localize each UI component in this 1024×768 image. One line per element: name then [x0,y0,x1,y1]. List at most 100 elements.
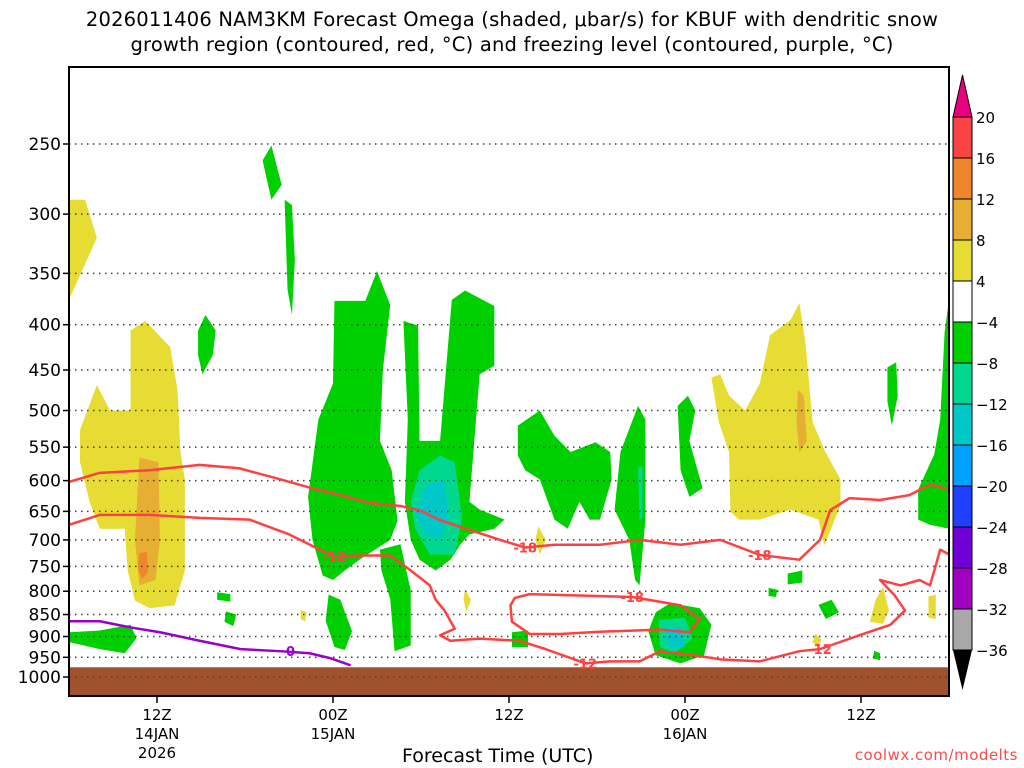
colorbar-label: −4 [976,314,998,332]
y-tick-label: 400 [29,316,61,336]
colorbar-label: −12 [976,396,1008,414]
colorbar-label: −20 [976,478,1008,496]
y-tick-label: 250 [29,135,61,155]
dgz-upper-contour [69,463,949,561]
colorbar-swatch [952,485,973,528]
y-tick-label: 900 [29,628,61,648]
x-tick-label: 15JAN [311,725,356,743]
colorbar-swatch [952,362,973,405]
omega-shaded-region [711,302,841,546]
freezing-level-contour [69,620,352,667]
colorbar-swatch [952,526,973,569]
contour-label: -12 [808,643,832,658]
contour-label: 0 [286,645,295,660]
omega-shaded-region [224,611,237,627]
omega-shaded-region [928,594,936,620]
colorbar-label: 4 [976,273,986,291]
dgz-lower-contour [69,513,949,665]
colorbar-label: −32 [976,601,1008,619]
colorbar-label: −8 [976,355,998,373]
colorbar-label: −16 [976,437,1008,455]
dgz-loop-contour [509,592,701,636]
y-tick-label: 750 [29,557,61,577]
colorbar-label: 20 [976,109,995,127]
colorbar-label: 16 [976,150,995,168]
omega-shaded-region [812,633,822,649]
omega-shaded-region [511,630,529,648]
y-tick-label: 350 [29,264,61,284]
omega-shaded-region [787,570,803,585]
omega-shaded-region [300,609,307,622]
omega-shaded-region [217,592,231,602]
y-tick-label: 650 [29,502,61,522]
omega-shaded-region [69,199,97,300]
plot-frame [68,66,950,697]
ground-below-surface [69,667,949,696]
colorbar-swatch [952,198,973,241]
omega-shaded-region [887,362,898,426]
omega-shaded-region [638,466,643,521]
omega-shaded-region [325,594,353,650]
y-tick-label: 450 [29,361,61,381]
omega-shaded-region [818,599,839,620]
omega-shaded-region [284,199,295,315]
y-tick-label: 700 [29,531,61,551]
contour-label: -18 [748,549,772,564]
omega-shaded-region [918,299,949,529]
colorbar-swatch [952,321,973,364]
x-tick-label: 14JAN [135,725,180,743]
omega-shaded-region [198,314,216,375]
x-tick-label: 12Z [846,706,875,724]
colorbar-label: 8 [976,232,986,250]
y-tick-label: 800 [29,582,61,602]
colorbar-swatch [952,116,973,159]
omega-shaded-region [379,544,411,652]
y-tick-label: 550 [29,438,61,458]
colorbar-over-arrow [952,74,973,118]
x-tick-label: 12Z [142,706,171,724]
colorbar-label: −28 [976,560,1008,578]
x-tick-label: 16JAN [663,725,708,743]
omega-shaded-region [137,551,149,580]
y-tick-label: 600 [29,472,61,492]
credit-link[interactable]: coolwx.com/modelts [854,746,1018,764]
omega-shaded-region [872,650,881,661]
x-tick-label: 00Z [318,706,347,724]
x-axis-label: Forecast Time (UTC) [402,745,594,767]
omega-shaded-region [677,395,703,497]
x-tick-label: 2026 [138,744,176,762]
y-tick-label: 850 [29,606,61,626]
omega-shaded-region [80,320,185,609]
omega-shaded-region [262,145,282,200]
colorbar-swatch [952,567,973,610]
colorbar-swatch [952,157,973,200]
colorbar-label: −24 [976,519,1008,537]
contour-label: -18 [513,542,537,557]
colorbar-swatch [952,444,973,487]
y-tick-label: 1000 [18,668,61,688]
omega-shaded-region [308,271,398,581]
contour-label: -12 [574,657,598,672]
omega-shaded-region [869,586,889,624]
omega-shaded-region [517,410,612,529]
contour-label: -18 [620,591,644,606]
colorbar-swatch [952,280,973,323]
y-tick-label: 500 [29,402,61,422]
x-tick-label: 00Z [670,706,699,724]
y-tick-label: 950 [29,648,61,668]
x-tick-label: 12Z [494,706,523,724]
omega-shaded-region [415,479,449,540]
omega-shaded-region [463,588,471,613]
chart-title-line-1: 2026011406 NAM3KM Forecast Omega (shaded… [85,8,939,31]
omega-shaded-region [69,624,137,654]
colorbar-swatch [952,608,973,651]
colorbar-label: 12 [976,191,995,209]
omega-shaded-region [768,587,778,597]
omega-shaded-region [796,389,807,453]
colorbar-label: −36 [976,642,1008,660]
colorbar-swatch [952,239,973,282]
colorbar-swatch [952,403,973,446]
y-tick-label: 300 [29,205,61,225]
colorbar-under-arrow [953,650,972,690]
